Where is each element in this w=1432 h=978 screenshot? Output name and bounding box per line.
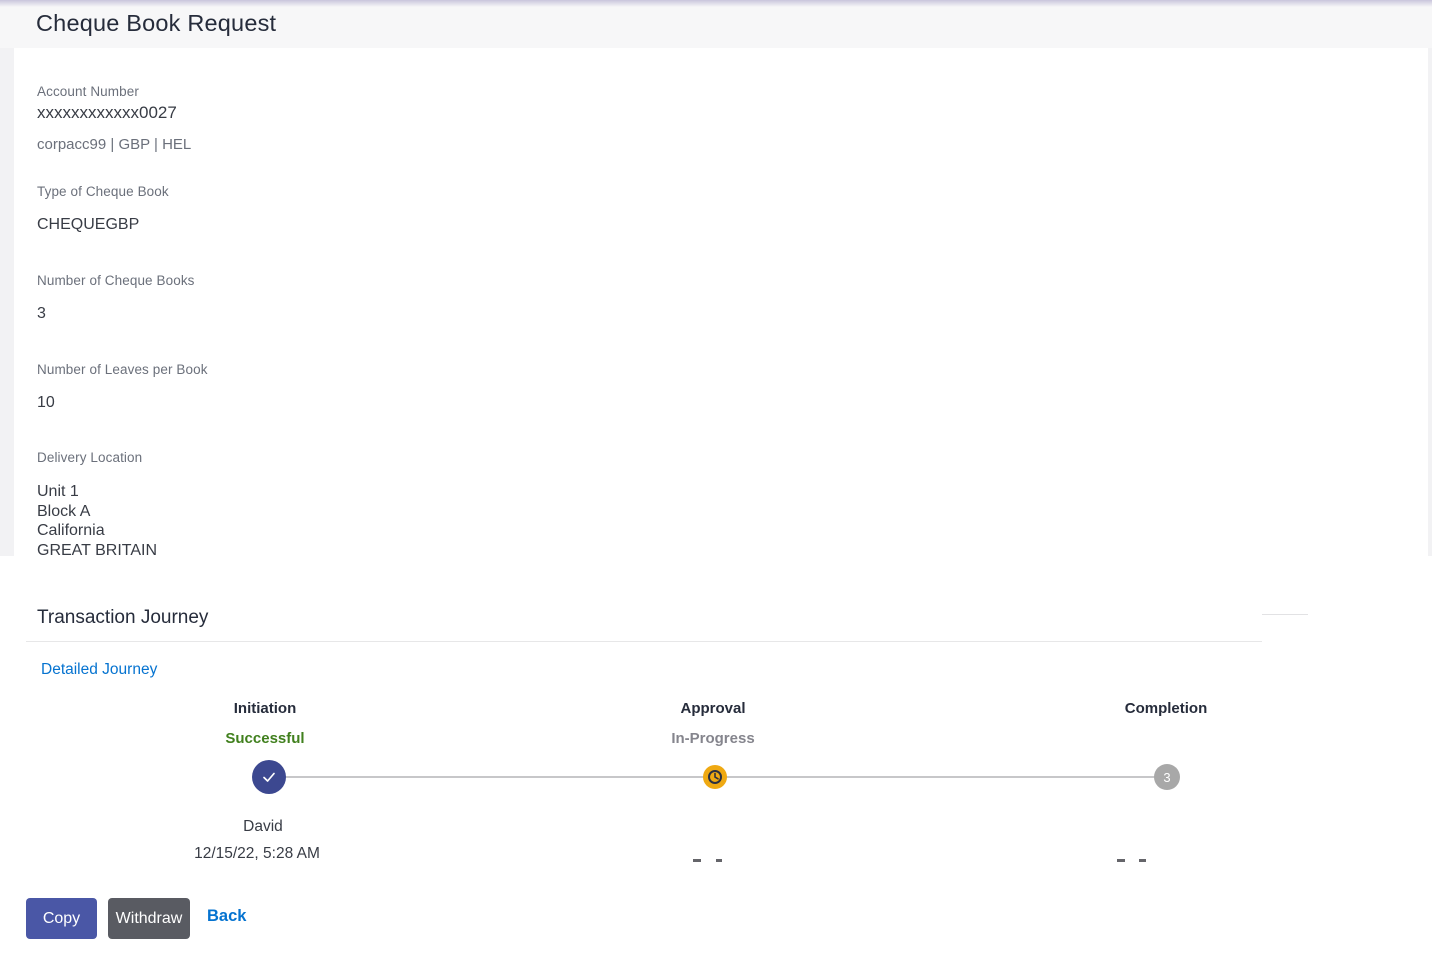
field-leaves-per-book: Number of Leaves per Book 10	[37, 362, 208, 412]
transaction-journey-section: Transaction Journey Detailed Journey Ini…	[0, 556, 1432, 978]
cheque-book-type-value: CHEQUEGBP	[37, 216, 140, 233]
background-strip-left	[0, 48, 14, 556]
field-account-number: Account Number xxxxxxxxxxxx0027 corpacc9…	[37, 84, 191, 153]
clipped-text-fragment	[693, 859, 701, 862]
leaves-per-book-value: 10	[37, 394, 55, 411]
delivery-location-label: Delivery Location	[37, 450, 143, 465]
account-number-value: xxxxxxxxxxxx0027	[37, 103, 177, 122]
initiation-actor: David	[243, 818, 283, 835]
field-delivery-location: Delivery Location Unit 1 Block A Califor…	[37, 450, 157, 561]
address-line: California	[37, 522, 105, 540]
divider-fragment	[1262, 614, 1308, 615]
clock-icon	[703, 765, 727, 789]
step-status: In-Progress	[671, 730, 755, 747]
cheque-book-type-label: Type of Cheque Book	[37, 184, 169, 199]
number-of-cheque-books-label: Number of Cheque Books	[37, 273, 195, 288]
account-number-label: Account Number	[37, 84, 139, 99]
section-divider	[26, 641, 1262, 642]
detailed-journey-link[interactable]: Detailed Journey	[41, 661, 158, 678]
check-icon	[252, 760, 286, 794]
action-bar: Copy Withdraw Back	[0, 890, 1432, 950]
delivery-address: Unit 1 Block A California GREAT BRITAIN	[37, 482, 157, 561]
address-line: Block A	[37, 502, 91, 520]
step-name: Approval	[680, 700, 746, 717]
page-title: Cheque Book Request	[36, 10, 277, 36]
address-line: Unit 1	[37, 483, 79, 500]
page-header: Cheque Book Request	[0, 0, 1432, 48]
withdraw-button[interactable]: Withdraw	[108, 898, 190, 939]
background-strip-right	[1428, 48, 1432, 556]
clipped-text-fragment	[1117, 859, 1125, 862]
leaves-per-book-label: Number of Leaves per Book	[37, 362, 208, 377]
number-of-cheque-books-value: 3	[37, 305, 46, 322]
step-number-badge: 3	[1154, 764, 1180, 790]
step-name: Completion	[1124, 700, 1208, 717]
clipped-text-fragment	[716, 859, 722, 862]
cheque-book-details-card: Account Number xxxxxxxxxxxx0027 corpacc9…	[14, 48, 1428, 559]
initiation-timestamp: 12/15/22, 5:28 AM	[194, 845, 320, 862]
account-details-text: corpacc99 | GBP | HEL	[37, 136, 192, 153]
journey-step-completion: Completion	[1036, 700, 1296, 717]
field-number-of-cheque-books: Number of Cheque Books 3	[37, 273, 195, 323]
clipped-text-fragment	[1139, 859, 1146, 862]
step-name: Initiation	[233, 700, 297, 717]
copy-button[interactable]: Copy	[26, 898, 97, 939]
step-number: 3	[1163, 769, 1171, 785]
field-cheque-book-type: Type of Cheque Book CHEQUEGBP	[37, 184, 169, 234]
back-link[interactable]: Back	[207, 907, 247, 925]
journey-step-initiation: Initiation Successful	[135, 700, 395, 747]
journey-step-approval: Approval In-Progress	[583, 700, 843, 747]
step-status: Successful	[225, 730, 305, 747]
transaction-journey-heading: Transaction Journey	[37, 607, 209, 628]
address-line: GREAT BRITAIN	[37, 542, 158, 560]
